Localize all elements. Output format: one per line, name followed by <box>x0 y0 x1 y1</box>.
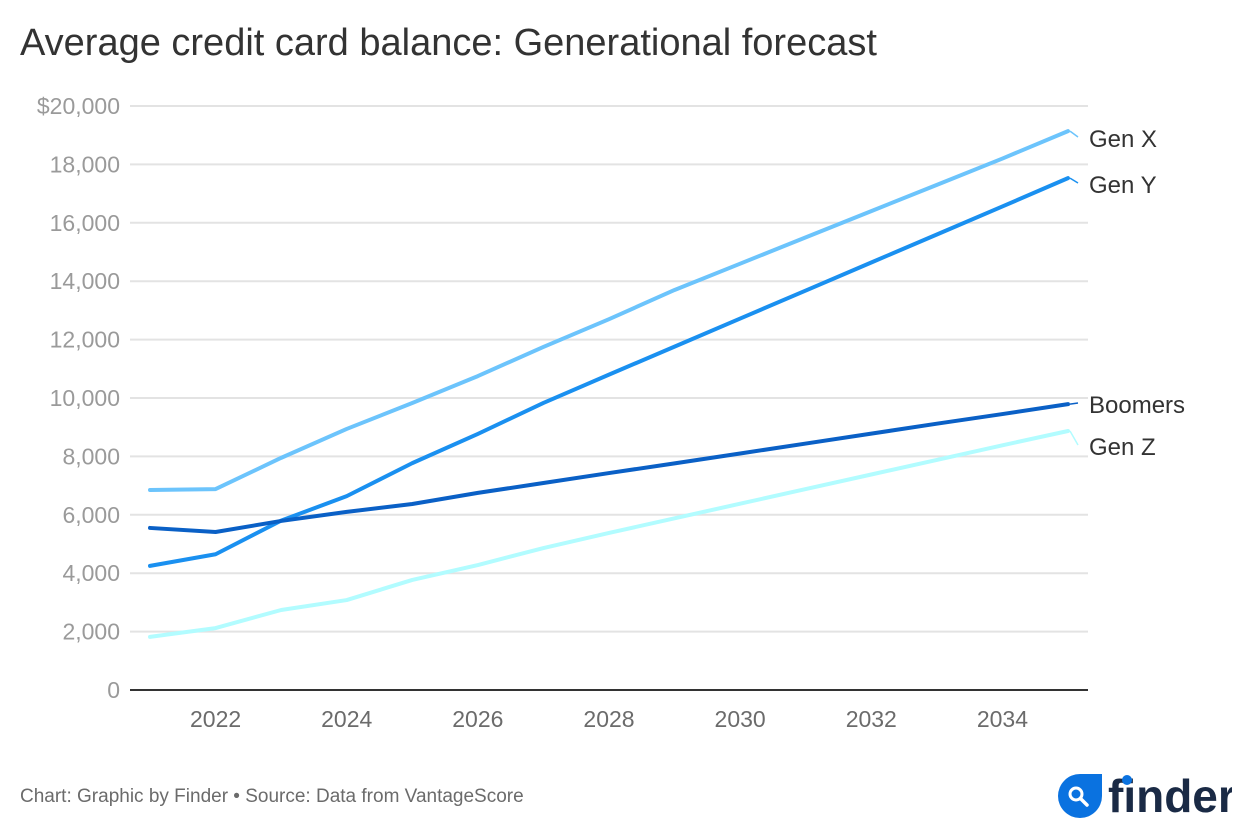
x-tick-label: 2032 <box>846 706 897 732</box>
x-tick-label: 2022 <box>190 706 241 732</box>
x-tick-label: 2024 <box>321 706 372 732</box>
chart-title: Average credit card balance: Generationa… <box>20 22 877 64</box>
y-tick-label: 12,000 <box>50 327 120 353</box>
series-label-connector <box>1069 430 1079 446</box>
chart-source-footer: Chart: Graphic by Finder • Source: Data … <box>20 786 524 807</box>
logo-drop-shape <box>1058 774 1102 818</box>
y-tick-label: 6,000 <box>62 502 120 528</box>
series-label: Gen X <box>1089 126 1157 153</box>
y-tick-label: 16,000 <box>50 210 120 236</box>
series-label-connector <box>1069 177 1079 184</box>
x-tick-label: 2034 <box>977 706 1028 732</box>
x-tick-label: 2028 <box>583 706 634 732</box>
y-tick-label: 8,000 <box>62 443 120 469</box>
x-tick-label: 2026 <box>452 706 503 732</box>
y-tick-label: 4,000 <box>62 560 120 586</box>
series-line-boomers <box>148 402 1070 535</box>
y-tick-label: 10,000 <box>50 385 120 411</box>
series-line-gen-y <box>148 176 1070 568</box>
series-label: Gen Z <box>1089 434 1156 461</box>
y-tick-label: 2,000 <box>62 619 120 645</box>
y-tick-label: 14,000 <box>50 268 120 294</box>
search-icon <box>1068 786 1089 807</box>
x-tick-label: 2030 <box>715 706 766 732</box>
series-label-connector <box>1069 402 1079 405</box>
series-label: Boomers <box>1089 392 1185 419</box>
y-tick-label: 0 <box>107 677 120 703</box>
series-line-gen-z <box>148 428 1070 639</box>
series-label-connector <box>1069 130 1079 138</box>
y-tick-label: 18,000 <box>50 151 120 177</box>
series-label: Gen Y <box>1089 172 1157 199</box>
finder-logo: finder <box>1058 770 1232 822</box>
y-tick-label: $20,000 <box>37 93 120 119</box>
series-line-gen-x <box>148 129 1070 492</box>
